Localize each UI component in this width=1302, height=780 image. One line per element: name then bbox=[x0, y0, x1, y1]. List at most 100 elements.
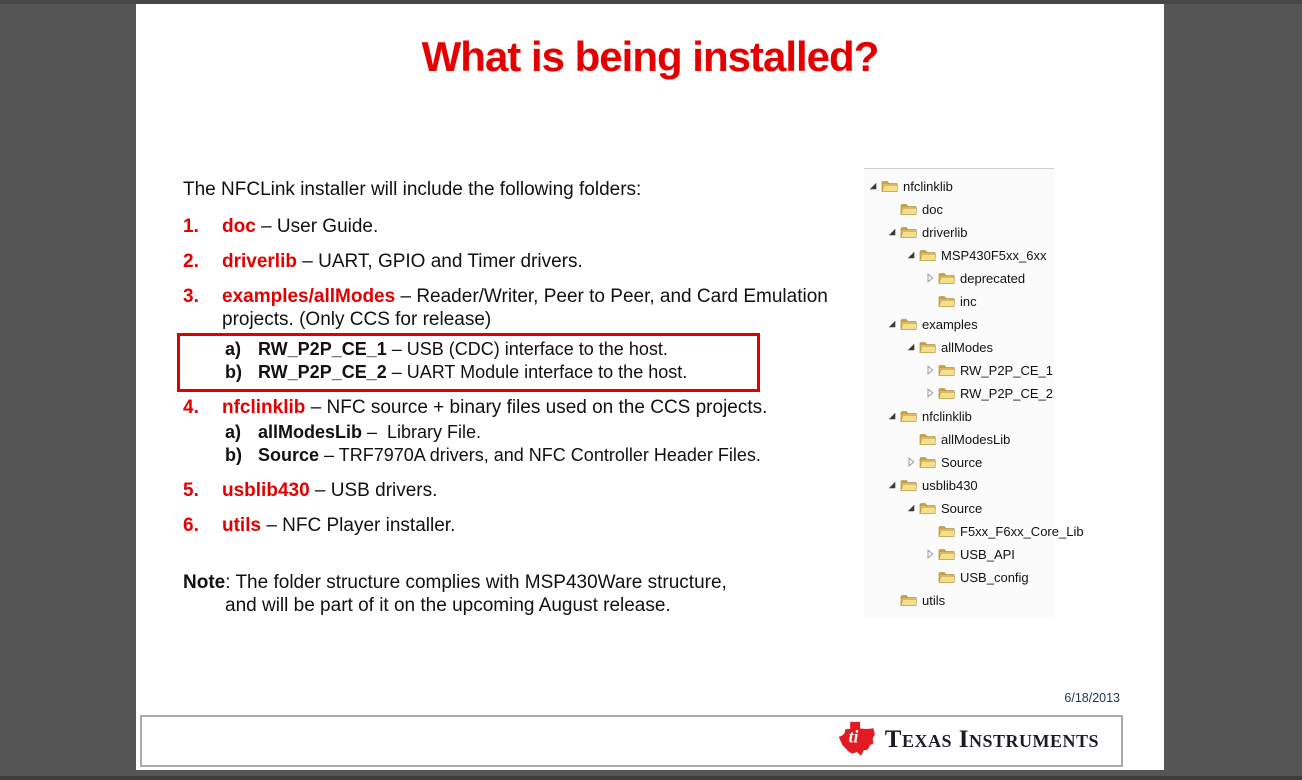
slide-date: 6/18/2013 bbox=[1064, 691, 1120, 705]
note-label: Note bbox=[183, 572, 226, 593]
tree-item-label: Source bbox=[941, 454, 983, 470]
slide-body: The NFCLink installer will include the f… bbox=[177, 178, 873, 617]
list-item-row: 5. usblib430 – USB drivers. bbox=[183, 479, 873, 502]
tree-item: allModesLib bbox=[906, 427, 1054, 450]
tree-item: MSP430F5xx_6xx bbox=[906, 243, 1054, 266]
expanded-arrow-icon bbox=[868, 181, 881, 191]
viewer-top-edge bbox=[0, 0, 1302, 4]
folder-icon bbox=[900, 202, 917, 216]
folder-icon bbox=[881, 179, 898, 193]
list-item: 1. doc – User Guide. bbox=[183, 215, 873, 238]
item-keyword: utils bbox=[222, 515, 262, 536]
tree-item: nfclinklib bbox=[868, 174, 1054, 197]
folder-icon bbox=[900, 317, 917, 331]
list-item: 2. driverlib – UART, GPIO and Timer drive… bbox=[183, 250, 873, 273]
collapsed-arrow-icon bbox=[925, 364, 938, 375]
tree-item: examples bbox=[887, 312, 1054, 335]
item-text: utils – NFC Player installer. bbox=[222, 514, 867, 537]
item-number: 6. bbox=[183, 515, 199, 536]
sub-item: b) RW_P2P_CE_2 – UART Module interface to… bbox=[180, 361, 757, 384]
item-keyword: examples/allModes bbox=[222, 286, 396, 307]
folder-icon bbox=[938, 271, 955, 285]
list-item-row: 2. driverlib – UART, GPIO and Timer drive… bbox=[183, 250, 873, 273]
highlight-box: a) RW_P2P_CE_1 – USB (CDC) interface to t… bbox=[177, 333, 760, 392]
item-description: – NFC source + binary files used on the … bbox=[305, 397, 768, 418]
tree-item-label: driverlib bbox=[922, 224, 968, 240]
sub-text: RW_P2P_CE_2 – UART Module interface to t… bbox=[258, 361, 687, 384]
expanded-arrow-icon bbox=[906, 503, 919, 513]
folder-icon bbox=[938, 386, 955, 400]
sub-description: – UART Module interface to the host. bbox=[386, 362, 688, 382]
folder-icon bbox=[919, 340, 936, 354]
item-description: – USB drivers. bbox=[309, 480, 438, 501]
tree-item-label: Source bbox=[941, 500, 983, 516]
tree-item-label: RW_P2P_CE_2 bbox=[960, 385, 1053, 401]
list-item: 5. usblib430 – USB drivers. bbox=[183, 479, 873, 502]
sub-item: a) RW_P2P_CE_1 – USB (CDC) interface to t… bbox=[180, 338, 757, 361]
tree-item: allModes bbox=[906, 335, 1054, 358]
sub-keyword: allModesLib bbox=[258, 422, 363, 442]
tree-item-label: nfclinklib bbox=[922, 408, 972, 424]
item-keyword: driverlib bbox=[222, 251, 297, 272]
page-title: What is being installed? bbox=[421, 33, 880, 80]
folder-list: 1. doc – User Guide. 2. driverlib – UART, G… bbox=[177, 215, 873, 537]
item-number: 2. bbox=[183, 251, 199, 272]
tree-item-label: deprecated bbox=[960, 270, 1026, 286]
item-text: examples/allModes – Reader/Writer, Peer … bbox=[222, 285, 867, 331]
tree-item-label: USB_config bbox=[960, 569, 1029, 585]
tree-item-label: examples bbox=[922, 316, 978, 332]
tree-item-label: RW_P2P_CE_1 bbox=[960, 362, 1053, 378]
item-description: – User Guide. bbox=[255, 216, 379, 237]
svg-text:ti: ti bbox=[848, 726, 858, 746]
folder-icon bbox=[919, 248, 936, 262]
note: Note: The folder structure complies with… bbox=[183, 571, 873, 617]
tree-item: RW_P2P_CE_1 bbox=[925, 358, 1054, 381]
folder-icon bbox=[938, 294, 955, 308]
sub-keyword: RW_P2P_CE_1 bbox=[258, 339, 387, 359]
sub-list: a) allModesLib – Library File. b) Source – … bbox=[183, 421, 873, 467]
expanded-arrow-icon bbox=[887, 411, 900, 421]
tree-item: USB_API bbox=[925, 542, 1054, 565]
list-item: 3. examples/allModes – Reader/Writer, Pee… bbox=[177, 285, 873, 392]
note-line1: : The folder structure complies with MSP… bbox=[225, 572, 727, 593]
tree-item: doc bbox=[887, 197, 1054, 220]
expanded-arrow-icon bbox=[906, 342, 919, 352]
sub-text: RW_P2P_CE_1 – USB (CDC) interface to the… bbox=[258, 338, 668, 361]
tree-item-label: utils bbox=[922, 592, 946, 608]
tree-item-label: nfclinklib bbox=[903, 178, 953, 194]
sub-description: – Library File. bbox=[362, 422, 482, 442]
list-item-row: 1. doc – User Guide. bbox=[183, 215, 873, 238]
intro-text: The NFCLink installer will include the f… bbox=[183, 179, 642, 200]
item-number: 5. bbox=[183, 480, 199, 501]
list-item-row: 4. nfclinklib – NFC source + binary files… bbox=[183, 396, 873, 419]
folder-icon bbox=[919, 455, 936, 469]
list-item-row: 6. utils – NFC Player installer. bbox=[183, 514, 873, 537]
ti-texas-logo-icon: ti bbox=[838, 721, 876, 762]
item-keyword: usblib430 bbox=[222, 480, 310, 501]
folder-icon bbox=[919, 432, 936, 446]
tree-item-label: inc bbox=[960, 293, 977, 309]
tree-item-label: allModesLib bbox=[941, 431, 1011, 447]
collapsed-arrow-icon bbox=[925, 548, 938, 559]
collapsed-arrow-icon bbox=[925, 387, 938, 398]
sub-description: – USB (CDC) interface to the host. bbox=[386, 339, 668, 359]
item-number: 1. bbox=[183, 216, 199, 237]
sub-description: – TRF7970A drivers, and NFC Controller H… bbox=[319, 445, 761, 465]
sub-letter: a) bbox=[225, 339, 242, 359]
sub-letter: b) bbox=[225, 445, 242, 465]
footer-bar: ti Texas Instruments bbox=[140, 715, 1123, 767]
folder-icon bbox=[900, 225, 917, 239]
folder-icon bbox=[900, 593, 917, 607]
sub-item: a) allModesLib – Library File. bbox=[183, 421, 873, 444]
tree-item: F5xx_F6xx_Core_Lib bbox=[925, 519, 1084, 542]
sub-item: b) Source – TRF7970A drivers, and NFC Con… bbox=[183, 444, 873, 467]
tree-item-label: USB_API bbox=[960, 546, 1015, 562]
tree-item: RW_P2P_CE_2 bbox=[925, 381, 1054, 404]
tree-item: usblib430 bbox=[887, 473, 1054, 496]
expanded-arrow-icon bbox=[887, 227, 900, 237]
viewer-bottom-edge bbox=[0, 776, 1302, 780]
item-text: driverlib – UART, GPIO and Timer drivers… bbox=[222, 250, 867, 273]
sub-text: allModesLib – Library File. bbox=[258, 421, 481, 444]
